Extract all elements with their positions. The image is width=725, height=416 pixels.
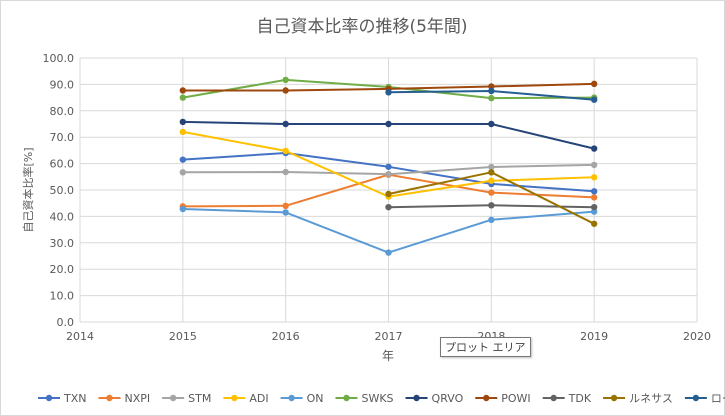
y-axis-label: 自己資本比率[%] — [21, 147, 35, 232]
data-point — [282, 76, 289, 84]
y-tick-label: 10.0 — [50, 290, 75, 303]
data-point — [282, 209, 289, 216]
legend-marker — [550, 394, 557, 402]
data-point — [385, 203, 392, 211]
legend-marker — [106, 394, 113, 402]
data-point — [488, 120, 495, 128]
legend-marker — [483, 394, 490, 402]
data-point — [590, 80, 598, 88]
data-point — [179, 156, 187, 163]
legend-label: ADI — [249, 392, 268, 405]
legend-label: POWI — [501, 392, 530, 405]
x-tick-label: 2019 — [580, 330, 608, 343]
data-point — [385, 190, 392, 198]
data-point — [385, 249, 392, 256]
data-point — [590, 220, 598, 227]
chart-title: 自己資本比率の推移(5年間) — [256, 17, 467, 37]
legend-marker — [45, 394, 53, 402]
data-point — [590, 188, 598, 195]
legend-label: STM — [188, 392, 211, 405]
data-point — [179, 118, 187, 126]
y-tick-label: 50.0 — [50, 184, 75, 197]
x-tick-label: 2020 — [683, 330, 711, 343]
data-point — [282, 147, 289, 155]
legend-label: ON — [307, 392, 324, 405]
legend-marker — [231, 394, 238, 402]
data-point — [590, 174, 598, 181]
legend-label: ローム — [711, 392, 725, 405]
data-point — [590, 161, 598, 169]
y-tick-label: 70.0 — [50, 131, 75, 144]
data-point — [488, 94, 495, 102]
data-point — [590, 194, 598, 201]
data-point — [488, 216, 495, 224]
data-point — [488, 202, 495, 209]
y-tick-label: 100.0 — [43, 52, 75, 65]
legend-marker — [343, 394, 350, 402]
legend-marker — [413, 394, 420, 402]
data-point — [385, 163, 392, 170]
data-point — [385, 120, 392, 128]
legend-marker — [610, 394, 618, 402]
data-point — [488, 87, 495, 95]
data-point — [590, 96, 598, 103]
legend-marker — [169, 394, 177, 402]
x-tick-label: 2017 — [375, 330, 403, 343]
x-tick-label: 2016 — [272, 330, 300, 343]
legend-label: TXN — [63, 392, 86, 405]
data-point — [590, 145, 598, 152]
y-tick-label: 80.0 — [50, 105, 75, 118]
data-point — [385, 89, 392, 96]
y-tick-label: 0.0 — [57, 316, 75, 329]
data-point — [282, 87, 289, 94]
data-point — [282, 168, 289, 176]
data-point — [590, 203, 598, 211]
y-tick-label: 20.0 — [50, 263, 75, 276]
data-point — [179, 169, 187, 176]
legend-label: ルネサス — [629, 392, 673, 405]
data-point — [179, 205, 187, 213]
y-tick-label: 90.0 — [50, 78, 75, 91]
legend-marker — [288, 394, 295, 402]
y-tick-label: 30.0 — [50, 237, 75, 250]
legend-label: SWKS — [361, 392, 393, 405]
data-point — [179, 87, 187, 94]
x-tick-label: 2014 — [66, 330, 94, 343]
plot-area-tooltip: プロット エリア — [440, 337, 531, 357]
data-point — [488, 83, 495, 90]
x-axis-label: 年 — [382, 349, 394, 363]
data-point — [488, 177, 495, 184]
data-point — [488, 163, 495, 171]
data-point — [488, 189, 495, 196]
legend-marker — [692, 394, 700, 402]
data-point — [282, 120, 289, 128]
y-tick-label: 40.0 — [50, 210, 75, 223]
data-point — [179, 128, 187, 136]
data-point — [488, 169, 495, 176]
data-point — [179, 94, 187, 101]
data-point — [385, 170, 392, 178]
x-tick-label: 2015 — [169, 330, 197, 343]
y-tick-label: 60.0 — [50, 158, 75, 171]
legend-label: QRVO — [432, 392, 464, 405]
data-point — [282, 202, 289, 210]
legend-label: NXPI — [124, 392, 150, 405]
legend-label: TDK — [568, 392, 592, 405]
data-point — [590, 208, 598, 215]
